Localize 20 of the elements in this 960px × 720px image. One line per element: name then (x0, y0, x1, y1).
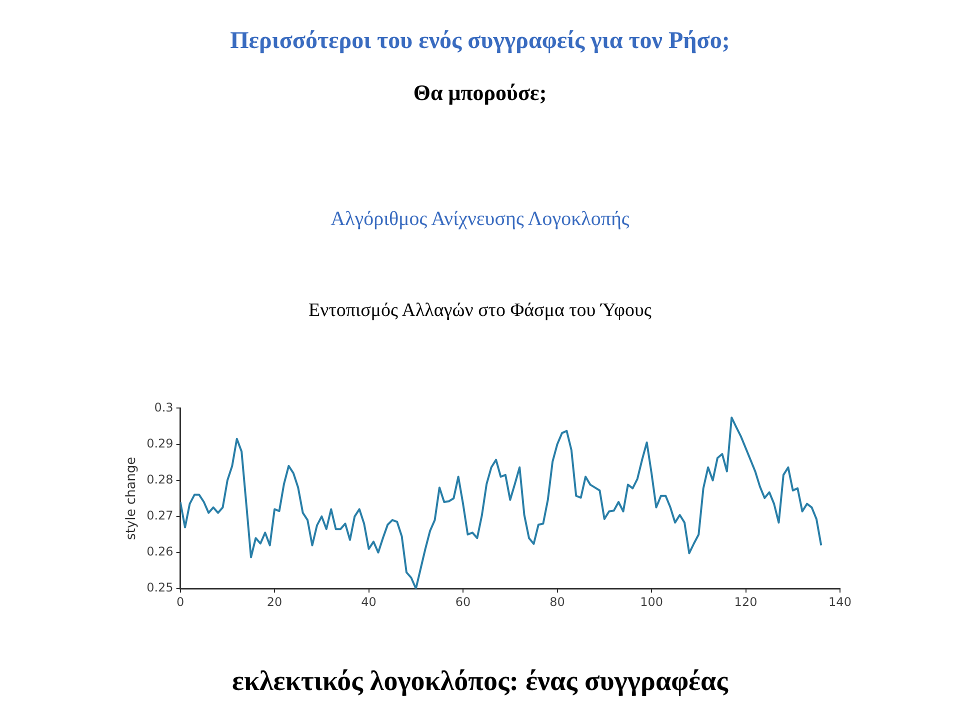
x-tick-label: 120 (734, 594, 758, 609)
y-tick-label: 0.27 (146, 508, 174, 523)
y-axis-title: style change (124, 456, 140, 540)
chart-subtitle: Θα μπορούσε; (412, 80, 548, 106)
text: Εντοπισμός Αλλαγών στο Φάσμα του Ύφους (308, 300, 652, 322)
x-tick-label: 40 (361, 594, 376, 609)
y-tick-label: 0.29 (146, 436, 174, 450)
x-tick-label: 100 (640, 594, 663, 609)
x-tick-label: 0 (176, 594, 184, 609)
y-tick-label: 0.3 (154, 400, 174, 414)
y-tick-label: 0.28 (146, 472, 174, 486)
x-tick-label: 140 (828, 594, 852, 609)
text: Αλγόριθμος Ανίχνευσης Λογοκλοπής (330, 208, 630, 231)
text: εκλεκτικός λογοκλόπος: ένας συγγραφέας (231, 666, 730, 698)
y-tick-label: 0.26 (146, 544, 174, 559)
x-tick-label: 80 (550, 594, 565, 609)
x-tick-label: 60 (455, 594, 471, 609)
chart-title: Περισσότεροι του ενός συγγραφείς για τον Ρήσο; (229, 28, 731, 55)
x-tick-label: 20 (266, 594, 282, 609)
y-tick-label: 0.25 (146, 580, 174, 595)
